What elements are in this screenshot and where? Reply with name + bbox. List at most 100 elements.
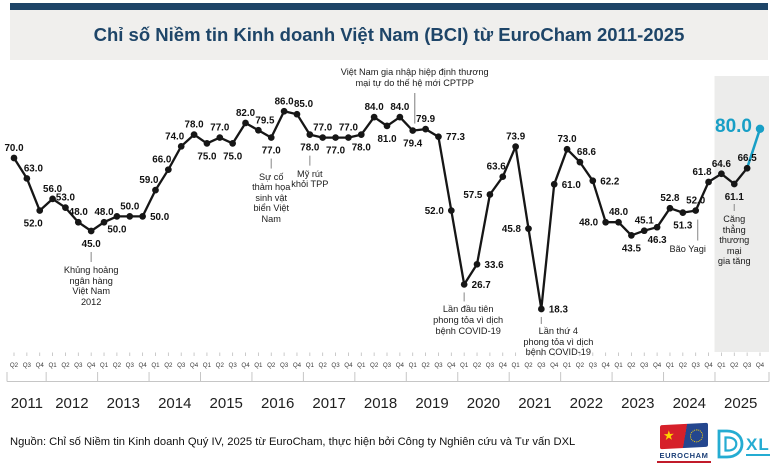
- value-label: 74.0: [165, 131, 185, 142]
- quarter-tick-label: Q2: [113, 362, 122, 369]
- quarter-tick-label: Q3: [537, 362, 546, 369]
- data-point-dot: [177, 142, 185, 150]
- data-point-dot: [473, 260, 481, 268]
- data-point-dot: [229, 140, 237, 147]
- data-point-dot: [345, 134, 352, 141]
- quarter-tick-label: Q2: [524, 362, 533, 369]
- data-point-dot: [152, 186, 159, 194]
- quarter-tick-label: Q4: [499, 362, 508, 369]
- data-point-dot: [23, 175, 31, 182]
- value-label: 66.5: [738, 153, 758, 164]
- value-label: 78.0: [352, 143, 372, 154]
- year-label: 2020: [467, 395, 500, 412]
- data-point-dot: [460, 281, 468, 288]
- value-label: 66.0: [152, 155, 172, 166]
- quarter-tick-label: Q3: [229, 362, 238, 369]
- quarter-tick-label: Q1: [511, 362, 520, 369]
- latest-data-point-dot: [755, 124, 765, 133]
- data-point-dot: [164, 166, 172, 174]
- data-point-dot: [718, 170, 725, 178]
- year-label: 2025: [724, 395, 757, 412]
- latest-value-label: 80.0: [715, 116, 752, 137]
- value-label: 57.5: [463, 190, 483, 201]
- data-point-dot: [537, 305, 545, 313]
- quarter-tick-label: Q2: [473, 362, 482, 369]
- source-note: Nguồn: Chỉ số Niềm tin Kinh doanh Quý IV…: [10, 436, 576, 448]
- value-label: 26.7: [472, 280, 492, 291]
- dxl-logo: XL: [716, 427, 772, 463]
- quarter-tick-label: Q3: [331, 362, 340, 369]
- value-label: 56.0: [43, 184, 63, 195]
- quarter-tick-label: Q4: [602, 362, 611, 369]
- value-label: 75.0: [197, 151, 217, 162]
- data-point-dot: [280, 107, 288, 115]
- quarter-tick-label: Q2: [61, 362, 70, 369]
- quarter-tick-label: Q3: [589, 362, 598, 369]
- dxl-d-icon: [717, 429, 744, 459]
- data-point-dot: [370, 113, 378, 121]
- value-label: 77.0: [339, 123, 359, 134]
- quarter-tick-label: Q3: [383, 362, 392, 369]
- data-point-dot: [512, 143, 519, 150]
- eurocham-logo-label: EUROCHAM: [659, 451, 709, 460]
- year-label: 2011: [11, 395, 43, 412]
- data-point-dot: [730, 180, 738, 188]
- year-label: 2023: [621, 395, 654, 412]
- eu-stars-icon: [690, 429, 703, 443]
- value-label: 52.0: [425, 206, 445, 217]
- value-label: 50.0: [107, 224, 127, 235]
- data-point-dot: [203, 140, 211, 147]
- data-point-dot: [10, 154, 18, 162]
- year-label: 2022: [570, 395, 603, 412]
- value-label: 84.0: [365, 102, 385, 113]
- eurocham-logo: ★ EUROCHAM: [654, 422, 714, 465]
- value-label: 70.0: [4, 143, 24, 154]
- quarter-tick-label: Q1: [717, 362, 726, 369]
- value-label: 52.0: [686, 196, 706, 207]
- quarter-tick-label: Q4: [344, 362, 353, 369]
- value-label: 53.0: [56, 193, 76, 204]
- data-point-dot: [62, 204, 69, 211]
- quarter-tick-label: Q1: [357, 362, 366, 369]
- value-label: 75.0: [223, 151, 243, 162]
- value-label: 62.2: [600, 176, 620, 187]
- value-label: 73.0: [558, 134, 578, 145]
- annotation-marine-disaster: Sự cố thảm họa sinh vật biển Việt Nam: [252, 171, 291, 224]
- year-label: 2018: [364, 395, 397, 412]
- trend-line: [13, 110, 748, 311]
- quarter-tick-label: Q1: [254, 362, 263, 369]
- quarter-tick-label: Q4: [756, 362, 765, 369]
- value-label: 86.0: [275, 96, 295, 107]
- quarter-tick-label: Q2: [730, 362, 739, 369]
- value-label: 63.6: [487, 162, 507, 173]
- data-point-dot: [100, 218, 108, 226]
- data-point-dot: [602, 218, 610, 226]
- data-point-dot: [242, 119, 249, 127]
- value-label: 33.6: [485, 260, 505, 271]
- quarter-tick-label: Q2: [370, 362, 379, 369]
- quarter-tick-label: Q2: [164, 362, 173, 369]
- page-title: Chỉ số Niềm tin Kinh doanh Việt Nam (BCI…: [93, 24, 685, 45]
- annotation-cptpp: Việt Nam gia nhập hiệp định thương mại t…: [340, 67, 489, 88]
- value-label: 78.0: [185, 120, 205, 131]
- quarter-tick-label: Q3: [23, 362, 32, 369]
- quarter-tick-label: Q2: [10, 362, 19, 369]
- data-point-dot: [640, 227, 648, 235]
- annotation-banking-crisis-2012: Khủng hoảng ngân hàng Việt Nam 2012: [63, 265, 119, 307]
- value-label: 77.0: [326, 146, 346, 157]
- value-label: 79.4: [403, 139, 423, 150]
- data-point-dot: [563, 145, 571, 153]
- data-point-dot: [319, 134, 327, 141]
- data-point-dot: [190, 131, 198, 138]
- value-label: 45.1: [635, 216, 655, 227]
- data-point-dot: [36, 207, 44, 214]
- quarter-tick-label: Q3: [640, 362, 649, 369]
- annotation-covid-fourth-lockdown: Lần thứ 4 phong tỏa vì dịch bệnh COVID-1…: [523, 325, 594, 358]
- vietnam-star-icon: ★: [663, 427, 675, 444]
- value-label: 48.0: [69, 207, 89, 218]
- quarter-tick-label: Q4: [653, 362, 662, 369]
- quarter-tick-label: Q1: [409, 362, 418, 369]
- data-point-dot: [293, 110, 301, 118]
